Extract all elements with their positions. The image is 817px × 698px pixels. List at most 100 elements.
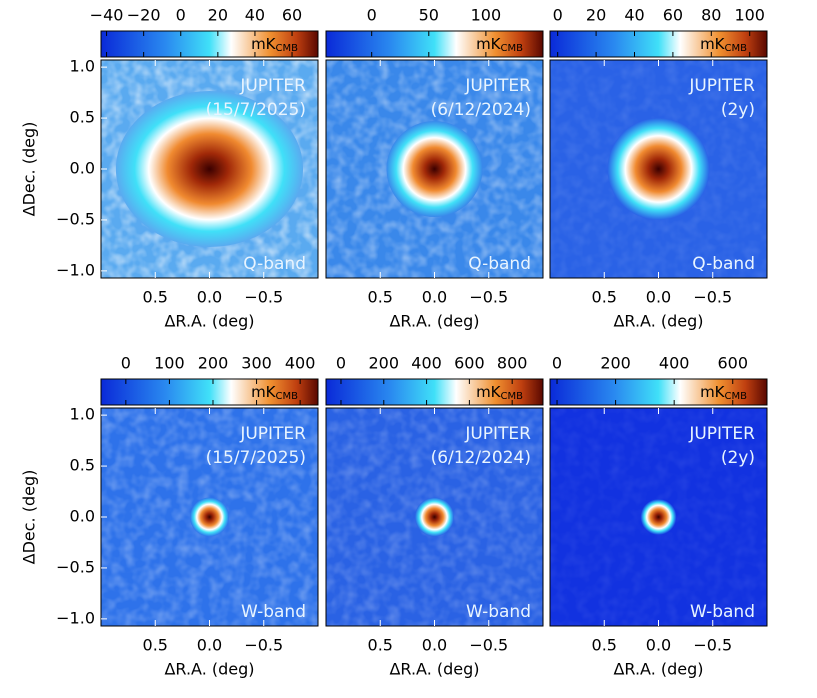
source-blob	[190, 497, 229, 537]
colorbar-unit: mK	[251, 383, 277, 401]
colorbar	[325, 30, 544, 58]
x-tick-label: −0.5	[693, 636, 732, 655]
map	[550, 408, 767, 626]
x-axis-label: ΔR.A. (deg)	[164, 660, 254, 679]
epoch: (2y)	[721, 100, 755, 120]
colorbar-tick-label: 300	[241, 354, 272, 373]
x-tick-label: 0.5	[368, 636, 393, 655]
colorbar-tick-label: 0	[553, 6, 563, 25]
colorbar-label: mKCMB	[700, 383, 747, 403]
panel: −40 −20 0 20 40 60 mKCMB JUPITER (15/7/2025) Q-ba…	[20, 6, 319, 331]
epoch: (15/7/2025)	[206, 448, 306, 468]
colorbar-tick-label: 20	[586, 6, 606, 25]
colorbar-label: mKCMB	[251, 383, 298, 403]
colorbar-tick-label: 400	[411, 354, 442, 373]
map	[550, 60, 767, 278]
source-name: JUPITER	[464, 424, 531, 444]
x-tick-label: −0.5	[244, 288, 283, 307]
source-name: JUPITER	[239, 424, 306, 444]
panel: 0 20 40 60 80 100 mKCMB JUPITER (2y) Q-band 0.5 0.0…	[549, 6, 768, 331]
colorbar-tick-label: 40	[624, 6, 644, 25]
x-tick-label: 0.5	[368, 288, 393, 307]
colorbar-label: mKCMB	[251, 35, 298, 55]
x-tick-label: 0.5	[143, 288, 168, 307]
x-axis-label: ΔR.A. (deg)	[389, 660, 479, 679]
colorbar-unit-sub: CMB	[725, 43, 748, 54]
colorbar-tick-label: 40	[245, 6, 265, 25]
y-tick-label: 0.0	[70, 159, 95, 178]
y-tick-label: 1.0	[70, 57, 95, 76]
x-tick-label: 0.5	[592, 288, 617, 307]
colorbar-tick-label: −40	[90, 6, 124, 25]
source-name: JUPITER	[464, 76, 531, 96]
epoch: (2y)	[721, 448, 755, 468]
x-tick-label: −0.5	[693, 288, 732, 307]
colorbar	[549, 30, 768, 58]
source-blob	[386, 121, 483, 217]
x-tick-label: 0.0	[422, 288, 447, 307]
map	[326, 60, 543, 278]
band: W-band	[241, 602, 306, 622]
band: Q-band	[468, 254, 531, 274]
y-tick-label: −0.5	[56, 209, 95, 228]
colorbar-tick-label: 600	[454, 354, 485, 373]
colorbar-unit: mK	[476, 35, 502, 53]
y-tick-label: −1.0	[56, 260, 95, 279]
x-tick-label: 0.0	[197, 636, 222, 655]
colorbar-tick-label: 50	[419, 6, 439, 25]
colorbar-tick-label: 0	[552, 354, 562, 373]
colorbar-tick-label: 0	[176, 6, 186, 25]
band: Q-band	[692, 254, 755, 274]
epoch: (6/12/2024)	[431, 100, 531, 120]
colorbar-tick-label: 100	[471, 6, 502, 25]
source-name: JUPITER	[688, 76, 755, 96]
colorbar-tick-label: 80	[701, 6, 721, 25]
band: W-band	[466, 602, 531, 622]
y-axis-label: ΔDec. (deg)	[20, 122, 39, 217]
x-tick-label: 0.0	[646, 636, 671, 655]
colorbar-unit-sub: CMB	[725, 391, 748, 402]
x-tick-label: 0.5	[592, 636, 617, 655]
colorbar-label: mKCMB	[476, 383, 523, 403]
source-name: JUPITER	[688, 424, 755, 444]
colorbar-unit-sub: CMB	[276, 391, 299, 402]
band: W-band	[690, 602, 755, 622]
epoch: (15/7/2025)	[206, 100, 306, 120]
x-axis-label: ΔR.A. (deg)	[389, 312, 479, 331]
colorbar-tick-label: 400	[659, 354, 690, 373]
y-tick-label: −1.0	[56, 608, 95, 627]
panel: 0 200 400 600 800 mKCMB JUPITER (6/12/2024) W-ba…	[325, 354, 544, 679]
y-tick-label: 0.5	[70, 108, 95, 127]
colorbar-unit-sub: CMB	[276, 43, 299, 54]
map	[326, 408, 543, 626]
colorbar-unit: mK	[700, 383, 726, 401]
y-axis-label: ΔDec. (deg)	[20, 470, 39, 565]
colorbar-tick-label: 200	[369, 354, 400, 373]
colorbar-tick-label: 0	[121, 354, 131, 373]
source-blob	[640, 499, 677, 535]
epoch: (6/12/2024)	[431, 448, 531, 468]
colorbar-label: mKCMB	[700, 35, 747, 55]
colorbar-unit: mK	[700, 35, 726, 53]
colorbar-tick-label: 60	[663, 6, 683, 25]
x-tick-label: 0.5	[143, 636, 168, 655]
colorbar	[325, 378, 544, 406]
colorbar-tick-label: 400	[285, 354, 316, 373]
colorbar-tick-label: 100	[734, 6, 765, 25]
colorbar	[549, 378, 768, 406]
panel: 0 100 200 300 400 mKCMB JUPITER (15/7/2025) W-ba…	[20, 354, 319, 679]
x-axis-label: ΔR.A. (deg)	[613, 312, 703, 331]
colorbar-tick-label: 800	[497, 354, 528, 373]
colorbar-tick-label: 20	[208, 6, 228, 25]
y-tick-label: 0.0	[70, 507, 95, 526]
colorbar-tick-label: 0	[367, 6, 377, 25]
colorbar-unit-sub: CMB	[501, 43, 524, 54]
source-blob	[415, 497, 454, 537]
colorbar-unit: mK	[476, 383, 502, 401]
colorbar	[100, 378, 319, 406]
x-tick-label: 0.0	[422, 636, 447, 655]
panel: 0 200 400 600 mKCMB JUPITER (2y) W-band 0.5 0.0 −0…	[549, 354, 768, 679]
map	[101, 408, 318, 626]
